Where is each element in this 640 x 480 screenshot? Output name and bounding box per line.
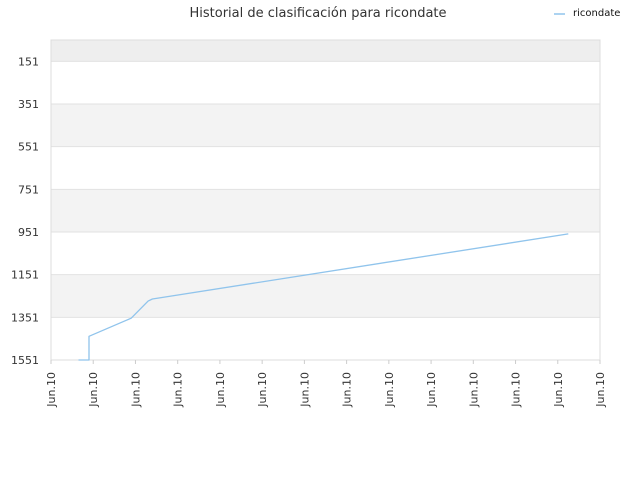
x-tick-label: Jun.10 bbox=[298, 372, 311, 408]
plot-band bbox=[51, 317, 600, 360]
plot-band bbox=[51, 274, 600, 318]
plot-band bbox=[51, 61, 600, 104]
x-tick-label: Jun.10 bbox=[129, 372, 142, 408]
y-tick-label: 1351 bbox=[11, 311, 39, 324]
plot-band bbox=[51, 40, 600, 62]
plot-frame bbox=[50, 39, 601, 361]
legend-label[interactable]: ricondate bbox=[573, 8, 620, 19]
x-tick-label: Jun.10 bbox=[214, 372, 227, 408]
x-tick-label: Jun.10 bbox=[383, 372, 396, 408]
y-tick-label: 551 bbox=[18, 141, 39, 154]
x-tick-label: Jun.10 bbox=[594, 372, 607, 408]
plot-bands bbox=[51, 40, 600, 360]
x-tick-label: Jun.10 bbox=[425, 372, 438, 408]
plot-border bbox=[50, 39, 601, 361]
y-axis-ticks: 151 351 551 751 951 1151 1351 1551 bbox=[11, 55, 39, 367]
plot-band bbox=[51, 104, 600, 147]
x-tick-label: Jun.10 bbox=[552, 372, 565, 408]
y-tick-label: 751 bbox=[18, 183, 39, 196]
x-tick-label: Jun.10 bbox=[256, 372, 269, 408]
x-tick-label: Jun.10 bbox=[341, 372, 354, 408]
y-tick-label: 951 bbox=[18, 226, 39, 239]
x-axis-ticks: Jun.10 Jun.10 Jun.10 Jun.10 Jun.10 Jun.10 Jun.… bbox=[45, 360, 607, 408]
x-tick-label: Jun.10 bbox=[510, 372, 523, 408]
y-tick-label: 1151 bbox=[11, 269, 39, 282]
y-tick-label: 1551 bbox=[11, 354, 39, 367]
legend[interactable]: ricondate bbox=[554, 8, 620, 19]
plot-band bbox=[51, 146, 600, 190]
y-tick-label: 351 bbox=[18, 98, 39, 111]
x-tick-label: Jun.10 bbox=[87, 372, 100, 408]
x-tick-label: Jun.10 bbox=[172, 372, 185, 408]
x-tick-label: Jun.10 bbox=[467, 372, 480, 408]
series-layer bbox=[78, 233, 569, 361]
series-line-ricondate bbox=[78, 233, 569, 361]
y-tick-label: 151 bbox=[18, 55, 39, 68]
plot-band bbox=[51, 232, 600, 275]
grid-lines bbox=[51, 60, 600, 361]
x-tick-label: Jun.10 bbox=[45, 372, 58, 408]
plot-band bbox=[51, 189, 600, 232]
chart-title: Historial de clasificación para ricondat… bbox=[189, 6, 446, 21]
